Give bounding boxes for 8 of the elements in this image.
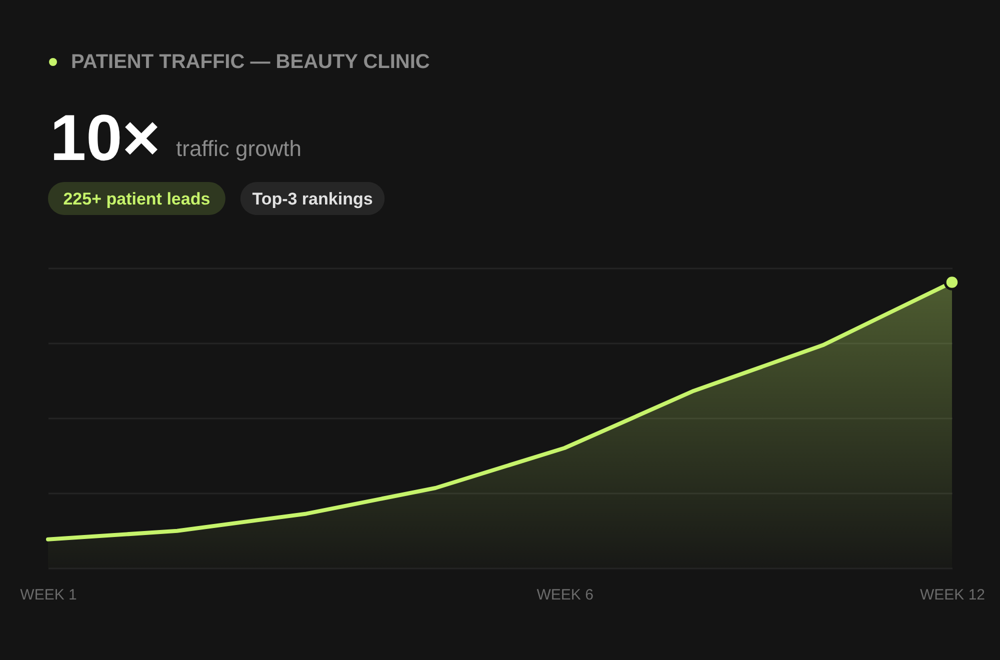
text: Top-3 rankings — [252, 190, 373, 208]
text: traffic growth — [176, 136, 302, 161]
x-tick-label: WEEK 12 — [920, 586, 986, 604]
x-tick-label: WEEK 1 — [20, 586, 77, 604]
text: 225+ patient leads — [63, 190, 210, 208]
x-tick-label: WEEK 6 — [536, 586, 594, 604]
text: 10× — [50, 101, 160, 174]
legend-label: PATIENT TRAFFIC — BEAUTY CLINIC — [71, 51, 430, 73]
